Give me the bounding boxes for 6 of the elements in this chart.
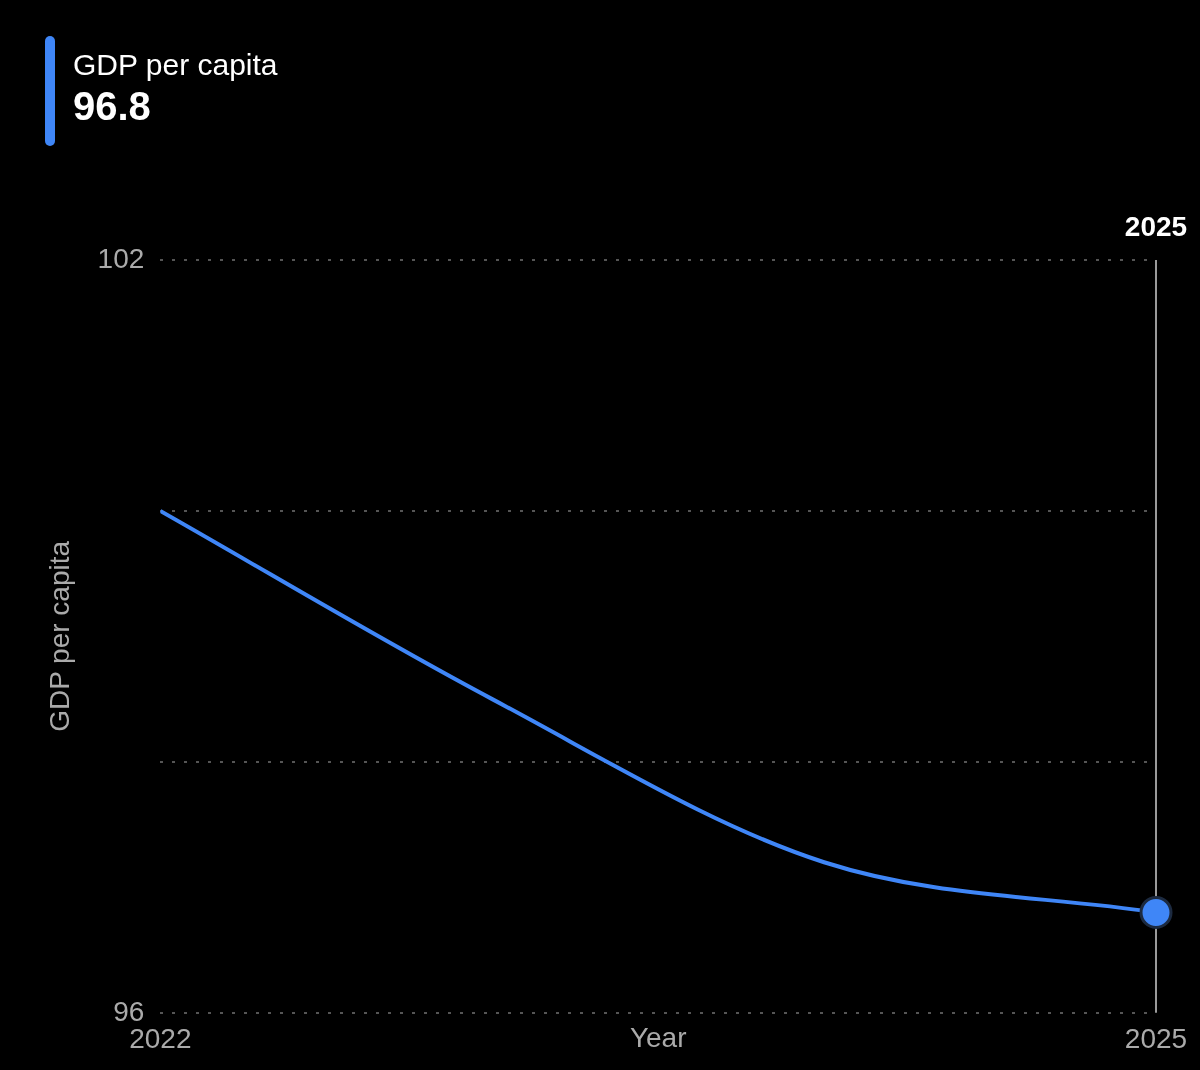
y-axis-title: GDP per capita [43,540,75,732]
ref-line-label: 2025 [1124,210,1188,242]
x-axis-title: Year [629,1021,687,1053]
text: 96.8 [73,84,152,129]
y-tick-label: 102 [97,242,145,274]
legend-label: GDP per capita [73,48,278,82]
